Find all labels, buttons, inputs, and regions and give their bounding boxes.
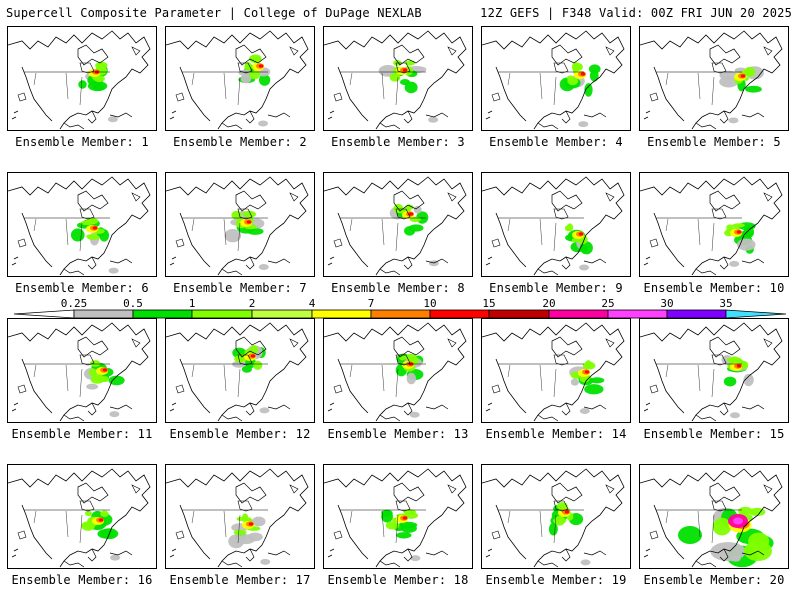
ensemble-member-label: Ensemble Member: 6 (15, 281, 149, 295)
north-america-map (8, 30, 151, 130)
ensemble-member-label: Ensemble Member: 20 (643, 573, 785, 587)
ensemble-member-label: Ensemble Member: 10 (643, 281, 785, 295)
ensemble-member-label: Ensemble Member: 19 (485, 573, 627, 587)
north-america-map (324, 322, 467, 422)
ensemble-member-label: Ensemble Member: 9 (489, 281, 623, 295)
ensemble-member-label: Ensemble Member: 13 (327, 427, 469, 441)
north-america-map (482, 468, 625, 568)
ensemble-map-panel[interactable] (639, 26, 789, 131)
colorbar-segment (311, 309, 372, 319)
ensemble-member-label: Ensemble Member: 17 (169, 573, 311, 587)
colorbar-tick-label: 25 (601, 297, 614, 310)
north-america-map (324, 468, 467, 568)
colorbar-tick-label: 35 (719, 297, 732, 310)
ensemble-map-panel[interactable] (165, 26, 315, 131)
north-america-map (8, 322, 151, 422)
colorbar-left-arrow (13, 309, 75, 319)
colorbar-tick-label: 15 (482, 297, 495, 310)
ensemble-member-label: Ensemble Member: 4 (489, 135, 623, 149)
north-america-map (482, 30, 625, 130)
north-america-map (166, 30, 309, 130)
ensemble-member-label: Ensemble Member: 7 (173, 281, 307, 295)
ensemble-member-label: Ensemble Member: 12 (169, 427, 311, 441)
ensemble-map-panel[interactable] (7, 318, 157, 423)
ensemble-member-label: Ensemble Member: 3 (331, 135, 465, 149)
ensemble-map-panel[interactable] (7, 172, 157, 277)
colorbar-right-arrow (725, 309, 787, 319)
ensemble-member-label: Ensemble Member: 15 (643, 427, 785, 441)
colorbar-tick-label: 7 (368, 297, 375, 310)
ensemble-member-label: Ensemble Member: 18 (327, 573, 469, 587)
north-america-map (166, 176, 309, 276)
north-america-map (8, 176, 151, 276)
color-scale-legend: 0.25 0.5 1 2 4 7 10 15 20 25 30 35 (13, 297, 787, 319)
north-america-map (640, 322, 783, 422)
colorbar-segment (251, 309, 313, 319)
colorbar-segment (548, 309, 609, 319)
colorbar-segment (132, 309, 193, 319)
ensemble-map-panel[interactable] (481, 318, 631, 423)
colorbar-tick-label: 0.5 (123, 297, 143, 310)
ensemble-map-panel[interactable] (323, 172, 473, 277)
ensemble-map-panel[interactable] (7, 26, 157, 131)
ensemble-member-label: Ensemble Member: 1 (15, 135, 149, 149)
north-america-map (324, 176, 467, 276)
north-america-map (482, 322, 625, 422)
colorbar-segment (607, 309, 668, 319)
colorbar-tick-label: 20 (542, 297, 555, 310)
ensemble-map-panel[interactable] (481, 464, 631, 569)
ensemble-map-panel[interactable] (323, 318, 473, 423)
ensemble-member-label: Ensemble Member: 2 (173, 135, 307, 149)
ensemble-member-label: Ensemble Member: 8 (331, 281, 465, 295)
ensemble-member-label: Ensemble Member: 11 (11, 427, 153, 441)
colorbar-tick-label: 10 (423, 297, 436, 310)
north-america-map (640, 30, 783, 130)
ensemble-map-panel[interactable] (481, 172, 631, 277)
ensemble-map-panel[interactable] (639, 318, 789, 423)
ensemble-member-label: Ensemble Member: 14 (485, 427, 627, 441)
ensemble-member-label: Ensemble Member: 16 (11, 573, 153, 587)
colorbar-segment (488, 309, 550, 319)
colorbar-segment (429, 309, 490, 319)
ensemble-map-panel[interactable] (165, 172, 315, 277)
colorbar-tick-label: 1 (189, 297, 196, 310)
map-title: Supercell Composite Parameter | College … (6, 6, 422, 20)
ensemble-map-panel[interactable] (481, 26, 631, 131)
colorbar-tick-label: 4 (309, 297, 316, 310)
colorbar-tick-label: 30 (660, 297, 673, 310)
north-america-map (640, 468, 783, 568)
model-run-info: 12Z GEFS | F348 Valid: 00Z FRI JUN 20 20… (480, 6, 792, 20)
north-america-map (8, 468, 151, 568)
north-america-map (640, 176, 783, 276)
colorbar-segment (191, 309, 253, 319)
ensemble-map-panel[interactable] (7, 464, 157, 569)
ensemble-map-panel[interactable] (323, 464, 473, 569)
ensemble-map-panel[interactable] (323, 26, 473, 131)
ensemble-map-panel[interactable] (165, 318, 315, 423)
ensemble-map-panel[interactable] (165, 464, 315, 569)
colorbar-segment (666, 309, 727, 319)
ensemble-map-panel[interactable] (639, 464, 789, 569)
north-america-map (482, 176, 625, 276)
colorbar-segment (73, 309, 134, 319)
colorbar-segment (370, 309, 431, 319)
north-america-map (166, 322, 309, 422)
north-america-map (324, 30, 467, 130)
ensemble-member-label: Ensemble Member: 5 (647, 135, 781, 149)
ensemble-map-panel[interactable] (639, 172, 789, 277)
north-america-map (166, 468, 309, 568)
colorbar-tick-label: 2 (249, 297, 256, 310)
colorbar-tick-label: 0.25 (61, 297, 88, 310)
